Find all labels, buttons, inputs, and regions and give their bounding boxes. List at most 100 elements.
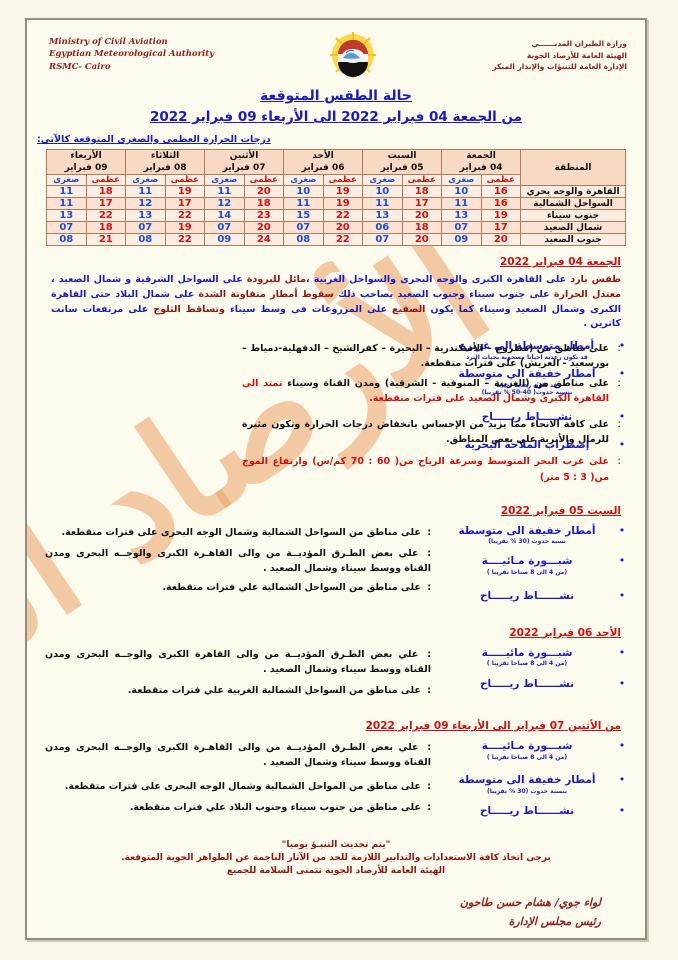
friday-part-8: الصقيع — [387, 303, 426, 315]
saturday-phenomenon-label-0: أمطار خفيفة الى متوسطة — [458, 524, 596, 537]
cell-max-1-2: 19 — [322, 197, 364, 211]
monday-wednesday-phenomenon-label-1: أمطار خفيفة الى متوسطة — [458, 774, 596, 787]
table-header-day-2: الأحد 06 فبراير — [283, 148, 364, 176]
sunday-phenomenon-sub-0: (من 4 الى 8 صباحا تقريبا ) — [486, 660, 568, 668]
cell-max-2-5: 22 — [85, 209, 127, 223]
saturday-phenomenon-1: • شبـــورة مـائيــــة (من 4 الى 8 صباحا … — [437, 553, 627, 576]
friday-part-4: معتدل الحرارة — [549, 289, 621, 300]
day-date-1: 05 فبراير — [380, 163, 424, 174]
header-max-3: عظمى — [243, 174, 285, 187]
cell-max-3-3: 20 — [243, 221, 285, 235]
signature-title: رئيس مجلس الإدارة — [508, 914, 601, 928]
saturday-detail-grid: • أمطار خفيفة الى متوسطة نسبة حدوث (30 %… — [45, 523, 627, 611]
monday-wednesday-description-text-2: على مناطق من جنوب سيناء وجنوب البلاد علي… — [129, 801, 421, 813]
cell-max-0-2: 19 — [322, 185, 364, 199]
cell-min-2-0: 13 — [441, 209, 482, 223]
monday-wednesday-description-0: : علي بعض الطـرق المؤديــة من والى القاه… — [45, 742, 431, 769]
monday-wednesday-description-1: : على مناطق من المواحل الشمالية وشمال ال… — [64, 780, 431, 792]
saturday-phenomena-column: • أمطار خفيفة الى متوسطة نسبة حدوث (30 %… — [437, 523, 627, 611]
friday-part-6: سقوط أمطار متفاوتة الشدة — [194, 289, 334, 300]
cell-min-3-0: 07 — [441, 221, 482, 235]
ema-eagle-logo — [330, 32, 377, 78]
header-min-5: صغرى — [46, 174, 87, 187]
friday-item-text-2: على كافة الانحاء مما يزيد من الإحساس بان… — [242, 418, 609, 446]
cell-max-1-0: 16 — [480, 197, 522, 211]
cell-max-3-4: 19 — [164, 221, 206, 235]
forecast-date-range: من الجمعة 04 فبراير 2022 الى الأربعاء 09… — [149, 109, 523, 125]
friday-part-9: على المزروعات فى وسط سيناء — [224, 303, 387, 315]
friday-part-7: على شمال البلاد حتى القاهرة الكبرى وشمال… — [51, 289, 621, 315]
sunday-detail-grid: • شبـــورة مائيـــــة (من 4 الى 8 صباحا … — [45, 645, 627, 703]
sunday-description-text-1: على مناطق من السواحل الشمالية الغربية عل… — [127, 685, 421, 697]
cell-min-0-4: 11 — [125, 185, 166, 199]
friday-item-1: : على مناطق من (الغربية – المنوفية - الش… — [242, 376, 621, 406]
friday-item-0: : على مناطق من (مطروح – الأسكندرية – الب… — [242, 341, 621, 371]
footer-daily-update-note: "يتم تحديث التنبـؤ يوميا" — [281, 840, 391, 851]
monday-wednesday-section-title: من الأثنين 07 فبراير الى الأربعاء 09 فبر… — [365, 720, 621, 733]
monday-wednesday-description-text-0: علي بعض الطـرق المؤديــة من والى القاهـر… — [45, 742, 431, 769]
bullet-icon: • — [618, 804, 626, 818]
saturday-descriptions-column: : على مناطق من السواحل الشمالية وشمال ال… — [45, 523, 431, 611]
friday-items-list: : على مناطق من (مطروح – الأسكندرية – الب… — [242, 341, 621, 485]
friday-section-title: الجمعة 04 فبراير 2022 — [499, 256, 621, 269]
table-row: جنوب سيناء 19 13 20 13 22 15 23 14 22 13… — [46, 209, 626, 223]
friday-part-5: على جنوب سيناء وجنوب الصعيد يصاحب ذلك — [333, 289, 550, 300]
monday-wednesday-phenomenon-sub-0: (من 4 الى 8 صباحا تقريبا ) — [486, 753, 568, 761]
page-title: حالة الطقس المتوقعة — [260, 88, 412, 104]
header-min-1: صغرى — [362, 174, 403, 187]
cell-min-1-3: 12 — [204, 197, 245, 211]
header-max-2: عظمى — [322, 174, 364, 187]
friday-item-text-1: على مناطق من (الغربية – المنوفية - الشرق… — [282, 377, 609, 389]
cell-max-0-1: 18 — [401, 185, 443, 199]
region-name-1: السواحل الشمالية — [520, 197, 626, 211]
cell-min-4-1: 07 — [362, 233, 403, 247]
cell-max-4-2: 22 — [322, 233, 364, 247]
friday-phenomena-column: • أمطار متوسطة الي غزيرة قد تكون رعدية ا… — [437, 338, 627, 459]
cell-max-1-5: 17 — [85, 197, 127, 211]
header-min-2: صغرى — [283, 174, 324, 187]
cell-min-3-3: 07 — [204, 221, 245, 235]
cell-max-2-1: 20 — [401, 209, 443, 223]
saturday-description-0: : على مناطق من السواحل الشمالية وشمال ال… — [61, 526, 431, 538]
bullet-icon: : — [617, 454, 621, 468]
header-min-4: صغرى — [125, 174, 166, 187]
cell-max-0-5: 18 — [85, 185, 127, 199]
monday-wednesday-phenomenon-0: • شبـــورة مـائيــــة (من 4 الى 8 صباحا … — [437, 740, 627, 761]
bullet-icon: : — [617, 416, 621, 430]
region-name-4: جنوب الصعيد — [520, 233, 626, 247]
sunday-descriptions-column: : علي بعض الطـرق المؤديــة من والى القاه… — [45, 645, 431, 703]
table-head-days-row: المنطقة الجمعة 04 فبراير السبت 05 فبراير… — [45, 148, 626, 187]
cell-max-1-4: 17 — [164, 197, 206, 211]
saturday-description-2: : على مناطق من السواحل الشمالية علي فترا… — [162, 582, 431, 594]
cell-min-4-3: 09 — [204, 233, 245, 247]
cell-min-3-5: 07 — [46, 221, 87, 235]
friday-phenomenon-2: • نشـــــاط ريـــــاح — [437, 410, 627, 425]
friday-part-0: طقس بارد — [566, 274, 621, 286]
saturday-phenomenon-label-1: شبـــورة مـائيــــة — [481, 554, 573, 567]
sunday-phenomenon-0: • شبـــورة مائيـــــة (من 4 الى 8 صباحا … — [437, 646, 627, 668]
table-row: السواحل الشمالية 16 11 17 11 19 11 18 12… — [46, 197, 626, 211]
cell-min-3-1: 06 — [362, 221, 403, 235]
cell-max-4-5: 21 — [85, 233, 127, 247]
cell-min-0-3: 11 — [204, 185, 245, 199]
table-header-day-4: الثلاثاء 08 فبراير — [125, 148, 206, 176]
cell-min-0-2: 10 — [283, 185, 324, 199]
day-name-0: الجمعة — [466, 151, 496, 161]
cell-max-4-1: 20 — [401, 233, 443, 247]
header-min-0: صغرى — [441, 174, 482, 187]
bullet-icon: • — [618, 367, 626, 381]
bullet-icon: : — [617, 341, 621, 355]
day-date-5: 09 فبراير — [64, 163, 108, 174]
table-header-day-5: الأربعاء 09 فبراير — [45, 148, 127, 176]
bullet-icon: • — [618, 553, 626, 567]
day-date-2: 06 فبراير — [301, 163, 345, 174]
bullet-icon: • — [618, 523, 626, 537]
table-row: القاهرة والوجه بحري 16 10 18 10 19 10 20… — [46, 185, 626, 199]
saturday-description-text-0: على مناطق من السواحل الشمالية وشمال الوج… — [61, 526, 421, 538]
friday-item-text-3: على غرب البحر المتوسط وسرعة الرياح من( 6… — [242, 456, 609, 483]
cell-min-4-4: 08 — [125, 233, 166, 247]
bullet-icon: • — [618, 437, 626, 451]
table-head-minmax-row: عظمى صغرى عظمى صغرى عظمى صغرى عظمى صغرى … — [46, 174, 626, 187]
bullet-icon: • — [618, 589, 626, 602]
cell-min-3-4: 07 — [125, 221, 166, 235]
